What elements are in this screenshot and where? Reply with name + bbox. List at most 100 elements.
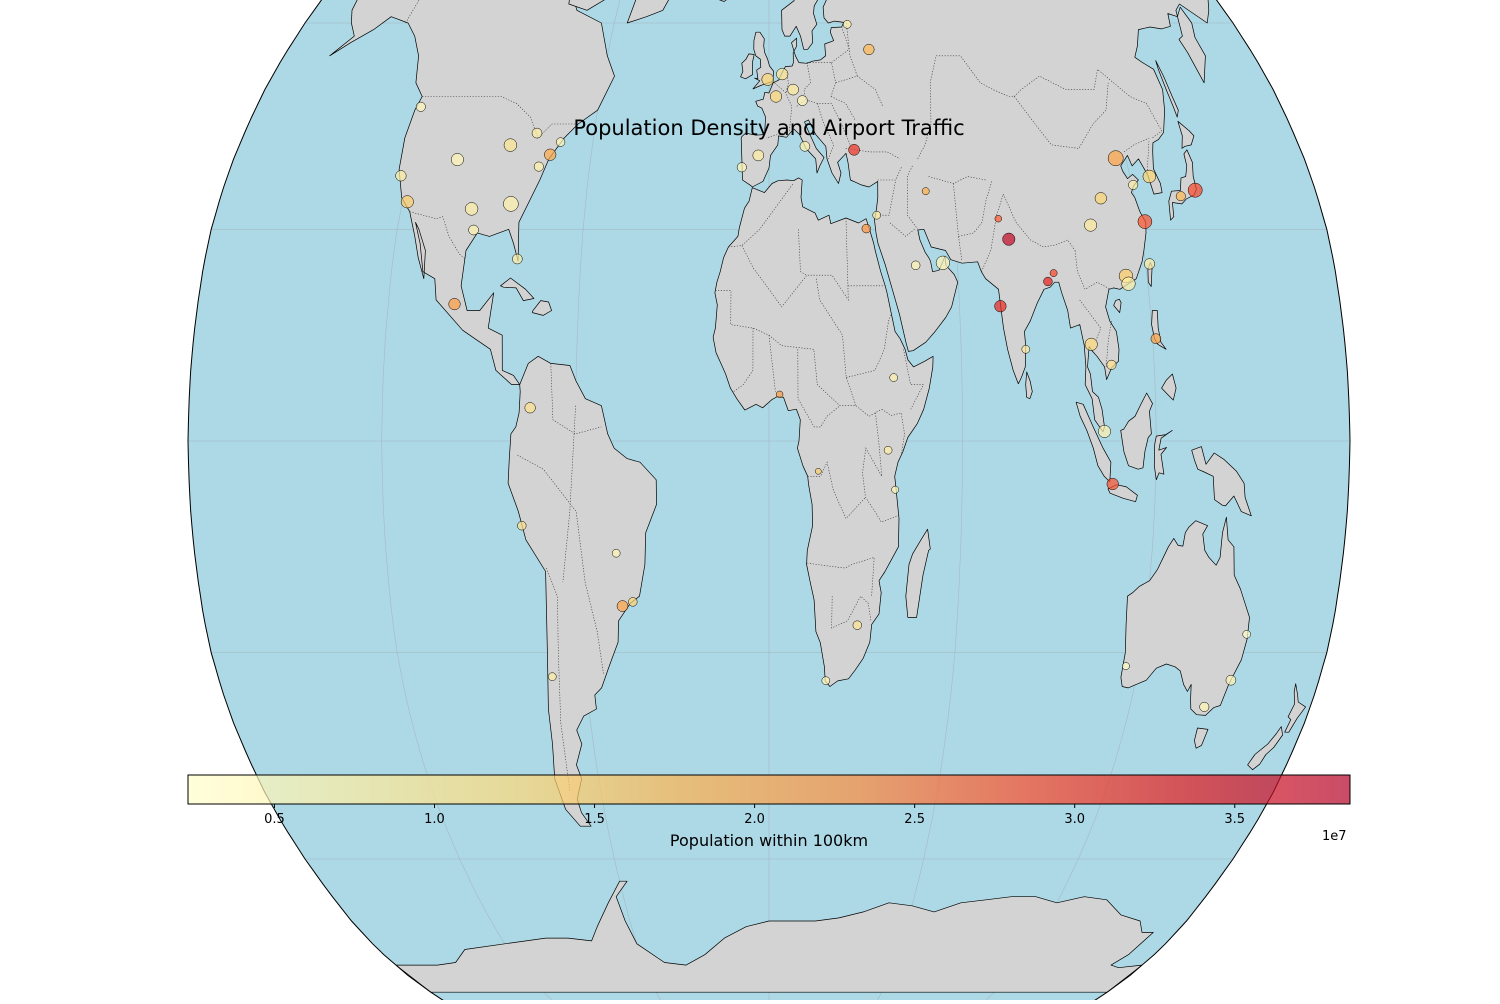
country-border [907, 165, 918, 230]
land-eurasia [740, 0, 1211, 433]
airport-marker [1242, 630, 1251, 639]
airport-marker [1106, 477, 1119, 491]
airport-marker [628, 597, 638, 607]
country-border [953, 183, 963, 262]
country-border [766, 82, 793, 139]
land-sakhalin [1155, 60, 1179, 118]
colorbar-tick-label: 2.5 [904, 812, 925, 827]
airport-marker [775, 390, 784, 399]
airport-marker [1021, 345, 1031, 354]
land-hispaniola [532, 300, 552, 316]
airport-marker [512, 253, 523, 265]
colorbar-gradient [187, 774, 1351, 805]
land-hokkaido [1177, 120, 1195, 149]
country-border [550, 363, 602, 435]
airport-marker [1049, 269, 1058, 277]
airport-marker [548, 672, 557, 681]
country-border [409, 211, 465, 259]
colorbar-label: Population within 100km [669, 831, 869, 850]
land-tasmania [1194, 727, 1209, 749]
airport-marker [1084, 337, 1098, 351]
country-border [903, 349, 924, 410]
airport-marker [1106, 359, 1117, 370]
colorbar-tick-label: 3.5 [1224, 812, 1245, 827]
country-border [877, 165, 903, 181]
colorbar: 0.5 1.0 1.5 2.0 2.5 3.0 3.5 [187, 774, 1351, 827]
land-nz-north [1284, 683, 1306, 733]
airport-marker [1143, 258, 1156, 270]
country-border [889, 222, 915, 237]
landmasses [329, 0, 1306, 993]
airport-marker [531, 127, 543, 139]
airport-marker [1084, 218, 1098, 232]
airport-marker [776, 68, 789, 81]
country-border [517, 454, 604, 674]
airport-marker [503, 196, 519, 212]
airport-marker [861, 223, 871, 234]
country-border [798, 229, 807, 276]
country-border [879, 179, 896, 216]
airport-marker [815, 468, 822, 475]
airport-marker [736, 162, 747, 173]
land-sulawesi [1153, 430, 1173, 481]
land-new-guinea [1191, 446, 1252, 517]
country-border [546, 567, 571, 793]
country-border [797, 349, 841, 428]
airport-marker [1175, 191, 1186, 202]
airport-marker [821, 676, 831, 685]
country-border [981, 194, 1004, 272]
airport-marker [1137, 214, 1153, 229]
country-border [917, 55, 1015, 160]
land-japan [1168, 149, 1197, 221]
airport-marker [1199, 701, 1210, 712]
land-ireland [740, 53, 755, 80]
airport-marker [1121, 276, 1136, 291]
airport-marker [616, 600, 629, 612]
airport-marker [503, 138, 518, 152]
airport-marker [400, 195, 414, 209]
airport-marker [395, 170, 407, 182]
country-border [807, 556, 875, 597]
land-baffin [568, 0, 621, 11]
airport-marker [1043, 276, 1053, 287]
land-borneo [1120, 392, 1153, 470]
airport-marker [1002, 232, 1016, 246]
airport-marker [1187, 182, 1203, 198]
airport-marker [852, 620, 862, 630]
airport-marker [517, 521, 527, 531]
airport-marker [1098, 424, 1111, 438]
land-nz-south [1247, 726, 1283, 771]
country-border [862, 412, 900, 523]
country-border [733, 328, 754, 392]
airport-marker [889, 373, 898, 382]
airport-marker [761, 73, 775, 86]
country-border [958, 179, 993, 237]
airport-marker [1142, 169, 1156, 184]
airport-marker [911, 260, 921, 270]
land-antarctica [395, 880, 1154, 993]
airport-marker [787, 83, 799, 96]
country-border [1003, 193, 1076, 251]
airport-marker [752, 149, 765, 162]
airport-marker [799, 141, 811, 152]
airport-marker [555, 137, 566, 147]
airport-marker [994, 215, 1002, 223]
airport-marker [883, 445, 893, 455]
country-border [422, 96, 576, 139]
colorbar-tick-label: 2.0 [744, 812, 765, 827]
airport-marker [769, 90, 783, 103]
land-africa [712, 177, 934, 687]
country-border [928, 176, 987, 184]
land-sumatra [1075, 401, 1112, 483]
colorbar-ticks: 0.5 1.0 1.5 2.0 2.5 3.0 3.5 [264, 804, 1245, 827]
country-border [1014, 82, 1109, 149]
country-border [807, 62, 837, 97]
country-border [835, 75, 884, 107]
airport-marker [935, 255, 950, 270]
colorbar-tick-label: 3.0 [1064, 812, 1085, 827]
airport-marker [872, 210, 881, 220]
airport-marker [611, 548, 621, 558]
land-hainan [1113, 298, 1122, 313]
country-border [405, 0, 441, 24]
